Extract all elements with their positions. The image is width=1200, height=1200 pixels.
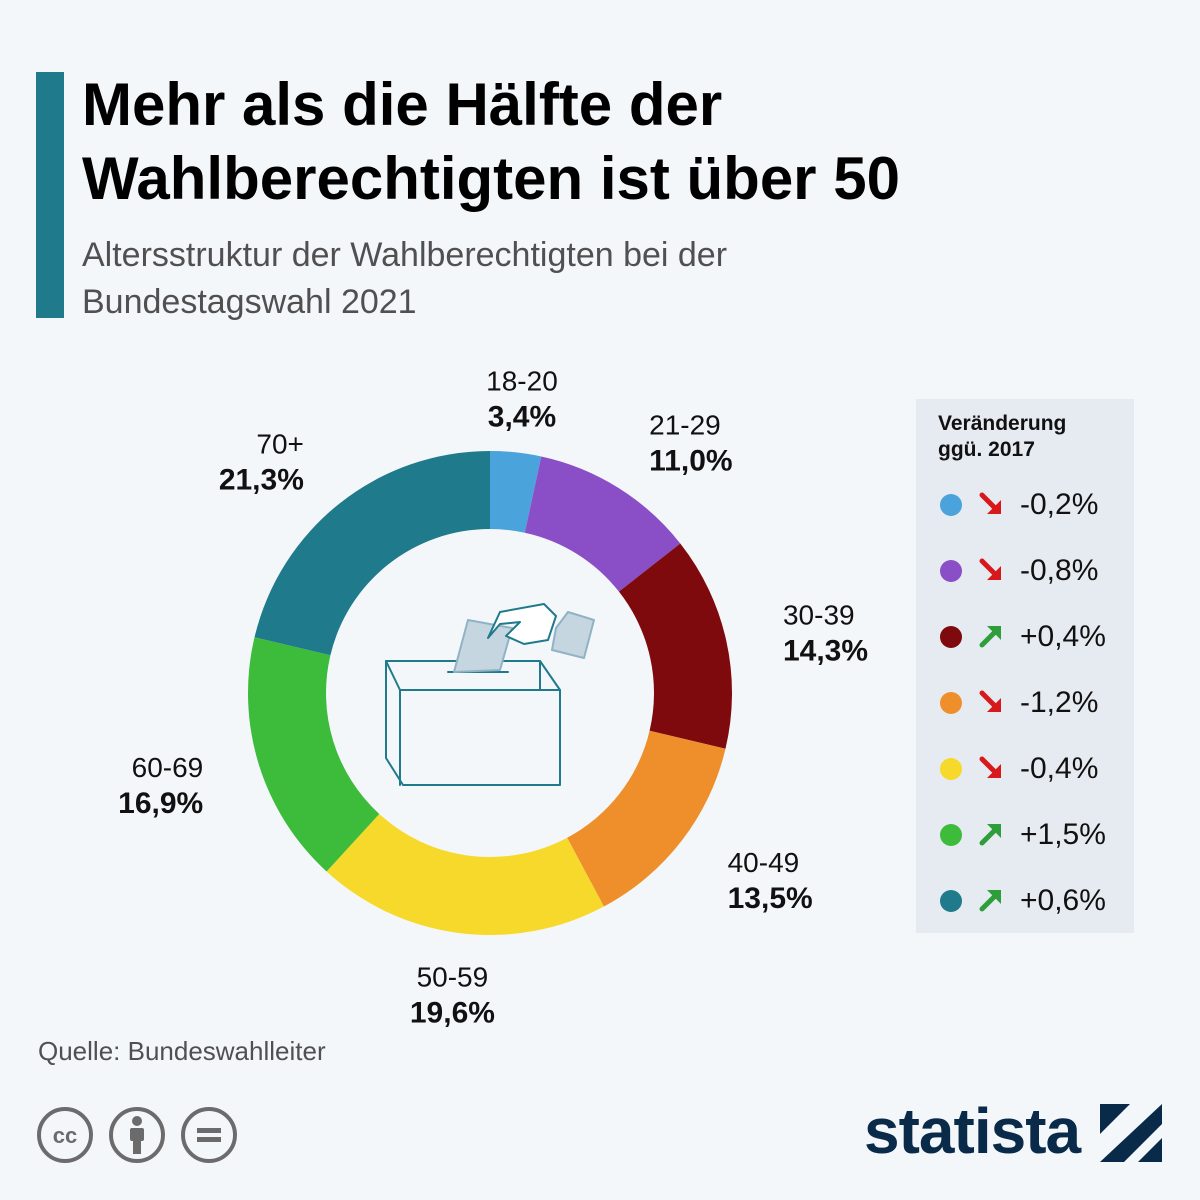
legend-change-value: -0,8%	[1020, 554, 1099, 587]
arrow-down-right-icon	[979, 690, 1001, 712]
legend-row: +0,4%	[940, 617, 1130, 657]
arrow-down-right-icon	[979, 756, 1001, 778]
slice-category-label: 30-39	[783, 599, 855, 630]
legend-change-value: +1,5%	[1020, 818, 1106, 851]
slice-labels: 18-20 3,4% 21-29 11,0% 30-39 14,3% 40-49 13,5% 5…	[118, 366, 868, 1030]
slice-value-label: 11,0%	[649, 445, 732, 478]
page-title: Mehr als die Hälfte der Wahlberechtigten…	[82, 68, 1162, 216]
legend-change-value: -0,2%	[1020, 488, 1099, 521]
brand-logo[interactable]: statista	[864, 1090, 1164, 1170]
slice-value-label: 14,3%	[783, 634, 868, 667]
donut-slices	[247, 451, 732, 935]
attribution-icon[interactable]	[108, 1106, 166, 1164]
legend-title-line-2: ggü. 2017	[938, 438, 1035, 461]
legend-color-dot	[940, 758, 962, 780]
ballot-box-icon	[385, 603, 595, 786]
subtitle-line-1: Altersstruktur der Wahlberechtigten bei …	[82, 236, 728, 274]
legend-color-dot	[940, 494, 962, 516]
slice-category-label: 18-20	[486, 366, 558, 397]
accent-bar	[36, 72, 64, 318]
legend-row: -1,2%	[940, 683, 1130, 723]
legend-row: -0,8%	[940, 551, 1130, 591]
slice-50-59	[326, 813, 604, 935]
slice-category-label: 70+	[256, 429, 304, 460]
arrow-up-right-icon	[979, 890, 1001, 912]
slice-category-label: 40-49	[728, 847, 800, 878]
arrow-down-right-icon	[979, 492, 1001, 514]
slice-value-label: 19,6%	[410, 997, 495, 1030]
slice-21-29	[524, 456, 681, 592]
statista-logo-icon	[1100, 1104, 1162, 1162]
slice-40-49	[567, 730, 726, 907]
legend-change-value: +0,4%	[1020, 620, 1106, 653]
legend-change-value: -1,2%	[1020, 686, 1099, 719]
slice-category-label: 50-59	[417, 962, 489, 993]
arrow-up-right-icon	[979, 824, 1001, 846]
legend-color-dot	[940, 692, 962, 714]
no-derivatives-icon[interactable]	[180, 1106, 238, 1164]
slice-category-label: 60-69	[132, 752, 204, 783]
legend-color-dot	[940, 824, 962, 846]
legend-title: Veränderung ggü. 2017	[938, 411, 1066, 463]
title-line-2: Wahlberechtigten ist über 50	[82, 145, 900, 212]
legend-change-value: -0,4%	[1020, 752, 1099, 785]
brand-name: statista	[864, 1095, 1081, 1167]
legend-color-dot	[940, 626, 962, 648]
legend-title-line-1: Veränderung	[938, 412, 1067, 435]
slice-category-label: 21-29	[649, 410, 721, 441]
title-line-1: Mehr als die Hälfte der	[82, 71, 723, 138]
slice-70+	[254, 451, 490, 656]
legend-row: -0,2%	[940, 485, 1130, 525]
legend-row: +1,5%	[940, 815, 1130, 855]
legend-change-value: +0,6%	[1020, 884, 1106, 917]
arrow-down-right-icon	[979, 558, 1001, 580]
cc-icon[interactable]: cc	[36, 1106, 94, 1164]
slice-18-20	[490, 451, 542, 533]
slice-value-label: 21,3%	[219, 464, 304, 497]
svg-text:cc: cc	[53, 1123, 77, 1148]
arrow-up-right-icon	[979, 626, 1001, 648]
slice-60-69	[247, 637, 380, 872]
slice-value-label: 16,9%	[118, 787, 203, 820]
slice-value-label: 13,5%	[728, 882, 813, 915]
slice-30-39	[618, 543, 732, 749]
source-note: Quelle: Bundeswahlleiter	[38, 1036, 326, 1066]
legend-color-dot	[940, 890, 962, 912]
slice-value-label: 3,4%	[488, 401, 556, 434]
legend-row: +0,6%	[940, 881, 1130, 921]
page-subtitle: Altersstruktur der Wahlberechtigten bei …	[82, 232, 1082, 326]
subtitle-line-2: Bundestagswahl 2021	[82, 283, 417, 321]
legend-color-dot	[940, 560, 962, 582]
legend-row: -0,4%	[940, 749, 1130, 789]
change-legend: Veränderung ggü. 2017 -0,2% -0,8% +0,4% -1,…	[916, 399, 1134, 933]
